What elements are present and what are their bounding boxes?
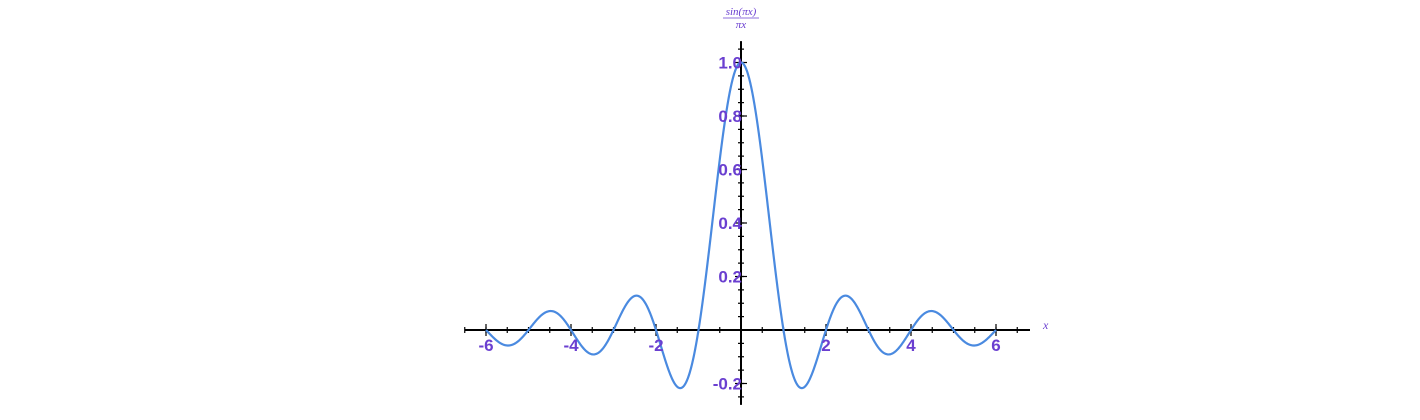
- x-tick-label: 6: [991, 336, 1000, 355]
- x-axis-label: x: [1042, 318, 1049, 332]
- y-tick-label: 0.4: [718, 214, 742, 233]
- y-axis-label-denominator: πx: [736, 19, 747, 31]
- y-tick-label: 0.2: [718, 268, 742, 287]
- axes: [464, 41, 1030, 405]
- x-tick-labels: -6 -4 -2 2 4 6: [478, 336, 1000, 355]
- x-tick-label: 2: [821, 336, 830, 355]
- sinc-curve: [485, 61, 997, 390]
- y-tick-label: 1.0: [718, 54, 742, 73]
- x-tick-label: -6: [478, 336, 493, 355]
- x-tick-label: -4: [563, 336, 579, 355]
- y-tick-label: 0.8: [718, 107, 742, 126]
- y-tick-labels: -0.2 0.2 0.4 0.6 0.8 1.0: [713, 54, 743, 394]
- x-tick-label: 4: [906, 336, 916, 355]
- y-tick-label: 0.6: [718, 161, 742, 180]
- y-axis-label-numerator: sin(πx): [726, 6, 757, 18]
- y-tick-label: -0.2: [713, 375, 742, 394]
- x-tick-label: -2: [648, 336, 663, 355]
- y-axis-label: sin(πx) πx: [723, 6, 759, 31]
